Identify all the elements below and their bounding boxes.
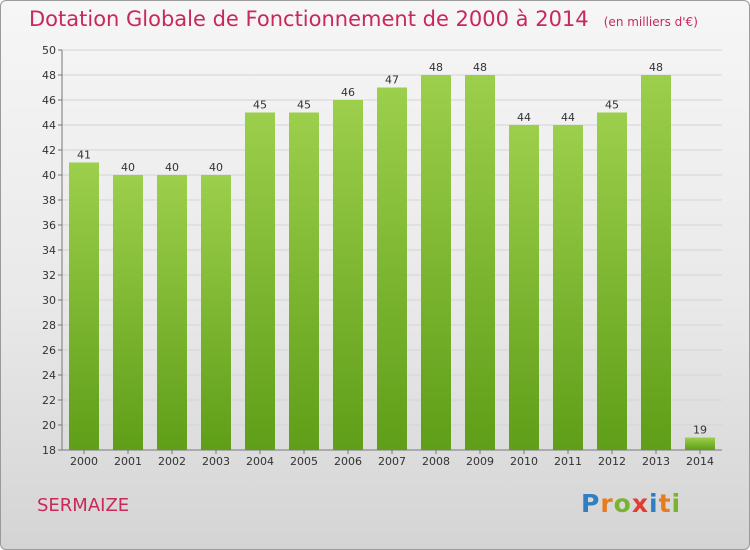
- x-tick-label: 2014: [686, 455, 714, 468]
- bar: [157, 175, 187, 450]
- logo-letter: o: [613, 489, 632, 518]
- bar: [421, 75, 451, 450]
- logo-letter: i: [671, 489, 682, 518]
- chart-title: Dotation Globale de Fonctionnement de 20…: [29, 7, 589, 31]
- commune-name: SERMAIZE: [37, 495, 130, 516]
- logo-letter: x: [631, 489, 649, 518]
- x-tick-label: 2009: [466, 455, 494, 468]
- y-tick-label: 38: [42, 194, 56, 207]
- x-tick-label: 2010: [510, 455, 538, 468]
- value-label: 48: [473, 61, 487, 74]
- bar: [289, 112, 319, 450]
- bars: [69, 75, 715, 450]
- bar: [465, 75, 495, 450]
- bar: [377, 87, 407, 450]
- bar: [201, 175, 231, 450]
- value-label: 45: [253, 99, 267, 112]
- value-labels: 41 40 40 40 45 45 46 47 48 48 44 44 45 48 19: [77, 61, 707, 437]
- x-tick-label: 2002: [158, 455, 186, 468]
- chart-header: Dotation Globale de Fonctionnement de 20…: [29, 7, 698, 31]
- chart-subtitle: (en milliers d'€): [603, 15, 698, 29]
- x-tick-label: 2011: [554, 455, 582, 468]
- x-tick-label: 2006: [334, 455, 362, 468]
- bar: [597, 112, 627, 450]
- x-tick-label: 2001: [114, 455, 142, 468]
- y-tick-label: 20: [42, 419, 56, 432]
- y-tick-label: 26: [42, 344, 56, 357]
- x-tick-label: 2000: [70, 455, 98, 468]
- y-tick-label: 50: [42, 44, 56, 57]
- bar: [553, 125, 583, 450]
- y-tick-label: 46: [42, 94, 56, 107]
- bar: [245, 112, 275, 450]
- y-tick-label: 30: [42, 294, 56, 307]
- y-tick-label: 44: [42, 119, 56, 132]
- value-label: 19: [693, 424, 707, 437]
- y-tick-label: 42: [42, 144, 56, 157]
- y-tick-label: 40: [42, 169, 56, 182]
- value-label: 46: [341, 86, 355, 99]
- bar: [509, 125, 539, 450]
- bar: [685, 437, 715, 450]
- bar: [113, 175, 143, 450]
- x-tick-label: 2013: [642, 455, 670, 468]
- y-tick-label: 34: [42, 244, 56, 257]
- value-label: 47: [385, 74, 399, 87]
- bar: [69, 162, 99, 450]
- value-label: 40: [121, 161, 135, 174]
- value-label: 48: [429, 61, 443, 74]
- y-tick-label: 48: [42, 69, 56, 82]
- x-tick-labels: 2000 2001 2002 2003 2004 2005 2006 2007 2008 2009…: [70, 455, 714, 468]
- value-label: 45: [297, 99, 311, 112]
- y-tick-label: 18: [42, 444, 56, 457]
- proxiti-logo: Proxiti: [581, 489, 681, 518]
- bar: [333, 100, 363, 450]
- logo-letter: t: [658, 489, 672, 518]
- x-tick-label: 2012: [598, 455, 626, 468]
- logo-letter: i: [649, 489, 659, 518]
- x-tick-label: 2004: [246, 455, 274, 468]
- value-label: 40: [165, 161, 179, 174]
- x-tick-label: 2005: [290, 455, 318, 468]
- value-label: 48: [649, 61, 663, 74]
- y-tick-label: 36: [42, 219, 56, 232]
- x-tick-label: 2003: [202, 455, 230, 468]
- value-label: 44: [561, 111, 575, 124]
- y-tick-label: 32: [42, 269, 56, 282]
- logo-letter: r: [600, 489, 614, 518]
- value-label: 44: [517, 111, 531, 124]
- value-label: 41: [77, 149, 91, 162]
- bar: [641, 75, 671, 450]
- y-tick-label: 24: [42, 369, 56, 382]
- x-tick-label: 2007: [378, 455, 406, 468]
- value-label: 40: [209, 161, 223, 174]
- y-tick-label: 28: [42, 319, 56, 332]
- y-tick-label: 22: [42, 394, 56, 407]
- value-label: 45: [605, 99, 619, 112]
- logo-letter: P: [581, 489, 601, 518]
- y-tick-labels: 18 20 22 24 26 28 30 32 34 36 38 40 42 44 46 48 50: [42, 44, 56, 457]
- x-tick-label: 2008: [422, 455, 450, 468]
